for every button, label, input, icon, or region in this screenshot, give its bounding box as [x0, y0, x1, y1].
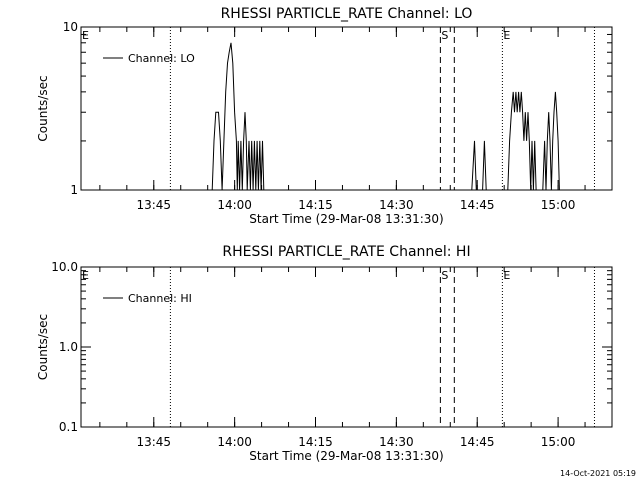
chart-0-series-0-line [211, 42, 560, 191]
chart-0-y-tick-label: 1 [70, 183, 78, 197]
chart-0-x-tick-label: 14:15 [298, 198, 333, 212]
panel-hi: RHESSI PARTICLE_RATE Channel: HI 0.1 1.0 10… [36, 244, 613, 463]
chart-1-marker-label: E [503, 269, 510, 282]
chart-0-x-tick-label: 13:45 [136, 198, 171, 212]
chart-1-marker-label: S [441, 269, 448, 282]
chart-0-x-axis-title: Start Time (29-Mar-08 13:31:30) [249, 212, 443, 226]
chart-1-legend-label: Channel: HI [128, 292, 192, 305]
chart-0-title: RHESSI PARTICLE_RATE Channel: LO [221, 6, 473, 22]
chart-0-x-tick-label: 15:00 [541, 198, 576, 212]
chart-1-plot-frame [80, 266, 613, 428]
chart-0-marker-label: E [82, 29, 89, 42]
chart-1-y-tick-label: 0.1 [59, 420, 78, 434]
chart-1-x-tick-label: 14:00 [217, 435, 252, 449]
chart-1-x-tick-label: 14:15 [298, 435, 333, 449]
chart-1-y-tick-label: 1.0 [59, 340, 78, 354]
chart-0-marker-label: E [503, 29, 510, 42]
chart-1-x-tick-label: 13:45 [136, 435, 171, 449]
chart-0-x-tick-label: 14:00 [217, 198, 252, 212]
chart-1-marker-label: E [82, 269, 89, 282]
panel-lo: RHESSI PARTICLE_RATE Channel: LO 1 10 13:45… [36, 6, 613, 226]
chart-0-marker-label: S [441, 29, 448, 42]
chart-0-x-tick-label: 14:45 [460, 198, 495, 212]
chart-1-y-tick-label: 10.0 [51, 260, 78, 274]
chart-1-x-tick-label: 14:30 [379, 435, 414, 449]
chart-0-plot-frame [80, 26, 613, 191]
chart-0-y-tick-label: 10 [63, 20, 78, 34]
chart-1-x-tick-label: 15:00 [541, 435, 576, 449]
chart-1-title: RHESSI PARTICLE_RATE Channel: HI [222, 244, 470, 260]
chart-1-x-axis-title: Start Time (29-Mar-08 13:31:30) [249, 449, 443, 463]
chart-0-legend-label: Channel: LO [128, 52, 195, 65]
footer-timestamp: 14-Oct-2021 05:19 [560, 469, 636, 478]
chart-1-y-axis-title: Counts/sec [36, 314, 50, 380]
chart-0-y-axis-title: Counts/sec [36, 75, 50, 141]
chart-0-x-tick-label: 14:30 [379, 198, 414, 212]
chart-1-x-tick-label: 14:45 [460, 435, 495, 449]
